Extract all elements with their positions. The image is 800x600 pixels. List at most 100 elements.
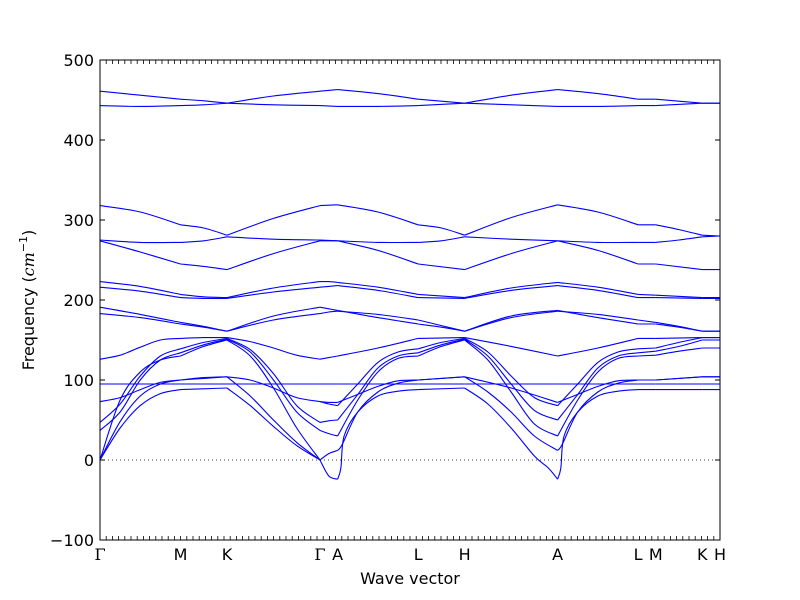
band-line: [226, 286, 321, 299]
band-line: [319, 89, 338, 92]
band-line: [655, 339, 703, 352]
band-line: [99, 379, 181, 403]
band-line: [418, 337, 465, 350]
band-line: [417, 338, 465, 354]
band-line: [655, 347, 703, 356]
band-line: [180, 102, 227, 107]
band-line: [655, 98, 703, 104]
band-line: [180, 387, 227, 391]
band-line: [99, 379, 181, 461]
x-tick-label: K: [697, 545, 708, 564]
band-line: [418, 376, 465, 381]
band-line: [557, 285, 639, 299]
band-line: [464, 337, 558, 357]
band-line: [226, 90, 321, 104]
band-line: [557, 379, 639, 451]
x-tick-label: H: [714, 545, 726, 564]
band-line: [226, 387, 321, 461]
band-line: [180, 293, 227, 299]
band-line: [99, 281, 181, 295]
band-line: [464, 102, 558, 107]
band-line: [337, 240, 419, 265]
y-axis-label-exponent: −1: [17, 236, 30, 252]
band-line: [557, 204, 639, 226]
x-tick-label: Γ: [94, 545, 105, 564]
band-line: [655, 102, 703, 107]
band-line: [464, 236, 558, 242]
band-line: [638, 319, 656, 323]
band-line: [557, 337, 639, 357]
band-line: [337, 105, 419, 108]
band-line: [226, 376, 321, 403]
band-line: [655, 236, 703, 243]
band-line: [99, 205, 181, 226]
band-line: [180, 224, 228, 236]
band-line: [557, 348, 639, 406]
band-line: [319, 429, 338, 437]
band-line: [337, 337, 419, 357]
x-tick-label: A: [552, 545, 563, 564]
band-line: [557, 309, 639, 325]
band-line: [464, 309, 558, 332]
band-line: [99, 90, 181, 100]
band-line: [319, 280, 338, 283]
band-line: [319, 419, 338, 423]
band-line: [638, 293, 656, 296]
band-line: [557, 389, 639, 480]
band-line: [319, 310, 338, 315]
x-tick-label: K: [222, 545, 233, 564]
band-line: [655, 263, 703, 271]
band-line: [226, 313, 321, 332]
x-tick-label: A: [332, 545, 343, 564]
band-line: [418, 102, 465, 107]
band-line: [655, 323, 703, 332]
band-line: [337, 240, 419, 244]
band-line: [226, 376, 321, 461]
band-line: [180, 376, 227, 381]
y-tick-label: 500: [63, 51, 94, 70]
band-line: [180, 338, 228, 354]
band-line: [418, 323, 465, 332]
band-line: [464, 240, 558, 271]
band-line: [180, 297, 227, 300]
band-line: [99, 355, 181, 461]
band-line: [557, 355, 639, 437]
band-line: [99, 348, 181, 423]
band-line: [180, 236, 228, 243]
band-line: [464, 204, 558, 236]
band-line: [99, 313, 181, 325]
band-line: [464, 337, 558, 407]
band-line: [180, 336, 227, 339]
x-tick-label: H: [459, 545, 471, 564]
band-line: [638, 354, 656, 357]
band-line: [464, 89, 558, 104]
x-tick-label: M: [649, 545, 663, 564]
band-line: [557, 240, 639, 244]
band-line: [557, 352, 639, 421]
x-tick-label: L: [414, 545, 423, 564]
band-line: [337, 355, 419, 437]
y-tick-label: 300: [63, 211, 94, 230]
band-line: [464, 281, 558, 299]
band-line: [337, 309, 419, 325]
band-line: [319, 105, 338, 107]
x-axis-label: Wave vector: [360, 569, 460, 588]
band-line: [655, 294, 703, 299]
band-line: [337, 348, 419, 406]
band-line: [655, 297, 703, 299]
band-line: [319, 401, 338, 404]
band-line: [99, 389, 181, 461]
x-tick-label: L: [634, 545, 643, 564]
band-line: [464, 339, 558, 437]
band-line: [226, 281, 321, 299]
band-line: [337, 379, 419, 403]
band-line: [418, 98, 465, 104]
band-line: [337, 379, 419, 451]
band-line: [418, 224, 465, 236]
plot-frame: [99, 59, 721, 541]
band-line: [464, 387, 559, 480]
band-line: [180, 337, 228, 350]
band-line: [337, 281, 419, 295]
band-line: [319, 239, 338, 242]
